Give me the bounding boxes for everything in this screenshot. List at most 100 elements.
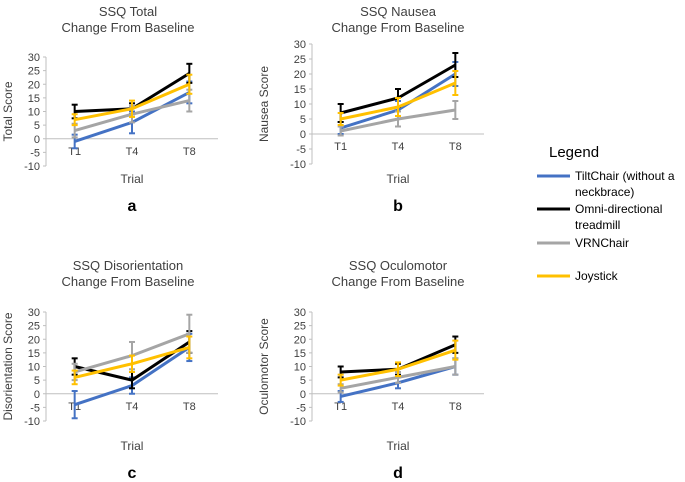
data-point: [340, 118, 342, 120]
legend-label: Omni-directional: [575, 202, 662, 216]
chart-title-line: SSQ Oculomotor: [349, 258, 448, 273]
y-tick-label: -10: [24, 416, 40, 428]
data-point: [131, 108, 133, 110]
y-tick-label: 5: [34, 375, 40, 387]
data-point: [188, 72, 190, 74]
data-point: [74, 140, 76, 142]
x-tick-label: T1: [334, 141, 347, 153]
panel-letter: b: [393, 198, 403, 215]
x-tick-label: T1: [68, 146, 81, 158]
x-tick-label: T1: [334, 401, 347, 413]
y-tick-label: -5: [30, 402, 40, 414]
data-point: [397, 368, 399, 370]
y-tick-label: 10: [28, 107, 40, 119]
panel-letter: c: [128, 465, 137, 482]
data-point: [131, 379, 133, 381]
chart-title-line: Change From Baseline: [332, 20, 465, 35]
series-joystick: [71, 73, 193, 127]
y-tick-label: 10: [294, 99, 306, 111]
panel-letter: d: [393, 465, 403, 482]
y-tick-label: 15: [294, 84, 306, 96]
x-axis-label: Trial: [121, 172, 144, 186]
data-point: [397, 376, 399, 378]
x-tick-label: T4: [126, 401, 139, 413]
data-point: [340, 130, 342, 132]
y-tick-label: 20: [28, 79, 40, 91]
data-point: [131, 363, 133, 365]
chart-title-line: SSQ Nausea: [360, 4, 437, 19]
x-tick-label: T4: [392, 401, 405, 413]
chart-title-line: SSQ Disorientation: [73, 258, 184, 273]
chart-title-line: Change From Baseline: [62, 20, 195, 35]
legend-item: TiltChair (without a neckbrace): [537, 169, 675, 199]
y-tick-label: 25: [294, 54, 306, 66]
series-vrnchair: [337, 357, 459, 394]
data-point: [188, 83, 190, 85]
legend-item: VRNChair: [537, 236, 629, 250]
y-tick-label: 0: [34, 389, 40, 401]
data-point: [340, 379, 342, 381]
y-tick-label: 5: [300, 375, 306, 387]
y-tick-label: 20: [28, 334, 40, 346]
x-axis-label: Trial: [387, 439, 410, 453]
legend-label: neckbrace): [575, 185, 634, 199]
y-tick-label: 10: [28, 362, 40, 374]
x-tick-label: T4: [392, 141, 405, 153]
data-point: [74, 130, 76, 132]
chart-title-line: Change From Baseline: [62, 274, 195, 289]
data-point: [454, 366, 456, 367]
y-tick-label: 15: [28, 348, 40, 360]
legend-label: Joystick: [575, 269, 619, 283]
data-point: [397, 106, 399, 108]
y-tick-label: -10: [290, 159, 306, 171]
legend-item: Joystick: [537, 269, 619, 283]
data-point: [454, 109, 456, 111]
x-tick-label: T8: [449, 401, 462, 413]
legend: Legend TiltChair (without a neckbrace) Omni…: [537, 144, 675, 283]
legend-label: TiltChair (without a: [575, 169, 675, 183]
y-tick-label: 20: [294, 69, 306, 81]
y-tick-label: -10: [290, 416, 306, 428]
data-point: [74, 119, 76, 121]
y-tick-label: 0: [34, 134, 40, 146]
data-point: [454, 349, 456, 351]
x-tick-label: T8: [183, 146, 196, 158]
data-point: [340, 395, 342, 397]
data-point: [340, 387, 342, 389]
y-axis-label: Total Score: [1, 81, 15, 141]
y-tick-label: 20: [294, 334, 306, 346]
data-point: [74, 111, 76, 112]
y-tick-label: 30: [294, 307, 306, 319]
y-tick-label: 25: [28, 66, 40, 78]
x-axis-label: Trial: [387, 172, 410, 186]
x-axis-label: Trial: [121, 439, 144, 453]
y-tick-label: 25: [28, 321, 40, 333]
y-tick-label: 15: [294, 348, 306, 360]
y-axis-label: Oculomotor Score: [257, 318, 271, 415]
y-tick-label: 25: [294, 321, 306, 333]
y-tick-label: -5: [30, 147, 40, 159]
legend-label: VRNChair: [575, 236, 629, 250]
y-tick-label: -10: [24, 161, 40, 173]
data-point: [188, 346, 190, 348]
y-tick-label: 30: [28, 307, 40, 319]
data-point: [188, 100, 190, 102]
legend-title: Legend: [549, 144, 599, 161]
series-joystick: [337, 339, 459, 387]
y-tick-label: 30: [294, 39, 306, 51]
data-point: [340, 371, 342, 373]
x-tick-label: T8: [183, 401, 196, 413]
legend-item: Omni-directional treadmill: [537, 202, 662, 232]
y-tick-label: -5: [296, 144, 306, 156]
legend-label: treadmill: [575, 218, 620, 232]
data-point: [74, 404, 76, 406]
chart-title-line: SSQ Total: [99, 4, 157, 19]
data-point: [188, 333, 190, 335]
data-point: [454, 64, 456, 66]
x-tick-label: T8: [449, 141, 462, 153]
